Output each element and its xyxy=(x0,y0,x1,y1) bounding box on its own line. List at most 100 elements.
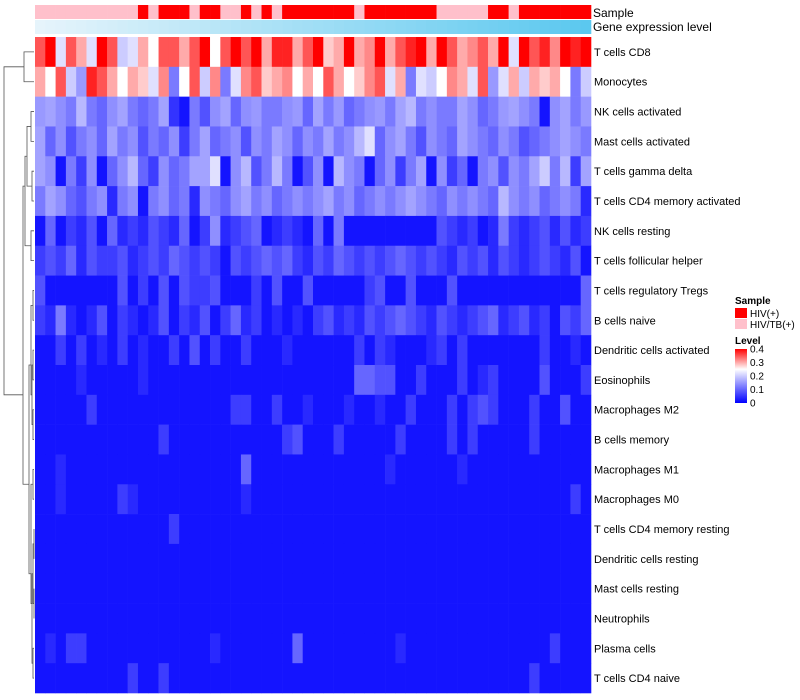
row-label: T cells gamma delta xyxy=(594,166,693,178)
heatmap-cell xyxy=(158,126,170,157)
heatmap-cell xyxy=(271,335,283,366)
heatmap-cell xyxy=(35,156,46,187)
heatmap-cell xyxy=(426,484,437,515)
heatmap-cell xyxy=(107,96,118,127)
heatmap-cell xyxy=(55,126,67,157)
heatmap-cell xyxy=(168,603,180,634)
heatmap-cell xyxy=(220,37,231,68)
heatmap-cell xyxy=(508,275,520,306)
expression-annotation-cell xyxy=(539,20,551,34)
heatmap-cell xyxy=(508,156,520,187)
expression-annotation-cell xyxy=(405,20,417,34)
heatmap-cell xyxy=(271,305,283,336)
heatmap-cell xyxy=(354,66,365,97)
heatmap-cell xyxy=(415,394,427,425)
heatmap-cell xyxy=(240,484,252,515)
sample-annotation-cell xyxy=(292,5,304,19)
heatmap-cell xyxy=(189,633,201,664)
heatmap-cell xyxy=(168,186,180,217)
expression-annotation-cell xyxy=(251,20,262,34)
heatmap-cell xyxy=(117,543,128,575)
heatmap-cell xyxy=(148,543,159,575)
heatmap-cell xyxy=(261,156,273,187)
heatmap-cell xyxy=(498,335,509,366)
heatmap-cell xyxy=(117,484,128,515)
heatmap-cell xyxy=(333,484,345,515)
heatmap-cell xyxy=(333,156,345,187)
heatmap-cell xyxy=(210,37,221,68)
heatmap-cell xyxy=(189,245,201,276)
sample-annotation-cell xyxy=(55,5,67,19)
heatmap-cell xyxy=(488,424,499,455)
expression-annotation-cell xyxy=(55,20,67,34)
heatmap-cell xyxy=(549,365,561,396)
heatmap-cell xyxy=(436,603,448,634)
sample-annotation-cell xyxy=(323,5,334,19)
heatmap-cell xyxy=(240,275,252,306)
expression-annotation-cell xyxy=(282,20,293,34)
expression-annotation-cell xyxy=(457,20,468,34)
heatmap-cell xyxy=(446,156,458,187)
sample-annotation-cell xyxy=(210,5,221,19)
heatmap-cell xyxy=(343,633,355,664)
heatmap-cell xyxy=(529,96,540,127)
heatmap-cell xyxy=(333,245,345,276)
heatmap-cell xyxy=(65,633,77,664)
heatmap-cell xyxy=(313,37,324,68)
heatmap-cell xyxy=(498,663,509,694)
row-labels: T cells CD8 Monocytes NK cells activated Ma… xyxy=(594,47,741,685)
heatmap-cell xyxy=(117,96,128,127)
heatmap-cell xyxy=(498,186,509,217)
heatmap-cell xyxy=(261,633,273,664)
heatmap-cell xyxy=(117,394,128,425)
heatmap-cell xyxy=(488,96,499,127)
heatmap-cell xyxy=(518,156,530,187)
heatmap-cell xyxy=(385,365,396,396)
heatmap-cell xyxy=(498,454,509,485)
heatmap-cell xyxy=(107,66,118,97)
heatmap-cell xyxy=(323,186,334,217)
row-label: Neutrophils xyxy=(594,613,650,625)
heatmap-cell xyxy=(199,275,211,306)
heatmap-cell xyxy=(415,603,427,634)
heatmap-cell xyxy=(148,424,159,455)
heatmap-cell xyxy=(467,215,479,247)
heatmap-cell xyxy=(107,484,118,515)
heatmap-cell xyxy=(96,543,108,575)
heatmap-cell xyxy=(189,394,201,425)
heatmap-cell xyxy=(45,514,56,545)
sample-annotation-cell xyxy=(96,5,108,19)
expression-annotation-cell xyxy=(518,20,530,34)
heatmap-cell xyxy=(477,424,489,455)
heatmap-cell xyxy=(467,633,479,664)
heatmap-cell xyxy=(271,424,283,455)
heatmap-cell xyxy=(230,633,242,664)
heatmap-cell xyxy=(323,335,334,366)
heatmap-cell xyxy=(436,245,448,276)
sample-annotation-cell xyxy=(117,5,128,19)
heatmap-cell xyxy=(529,156,540,187)
heatmap-cell xyxy=(560,603,571,634)
expression-annotation-cell xyxy=(86,20,98,34)
heatmap-cell xyxy=(446,484,458,515)
heatmap-cell xyxy=(251,573,262,604)
heatmap-cell xyxy=(333,394,345,425)
heatmap-cell xyxy=(127,335,139,366)
heatmap-cell xyxy=(498,305,509,336)
heatmap-cell xyxy=(107,156,118,187)
heatmap-cell xyxy=(45,96,56,127)
heatmap-cell xyxy=(364,126,376,157)
heatmap-cell xyxy=(282,275,293,306)
heatmap-cell xyxy=(158,663,170,694)
heatmap-cell xyxy=(271,245,283,276)
heatmap-cell xyxy=(168,37,180,68)
heatmap-cell xyxy=(199,215,211,247)
heatmap-cell xyxy=(137,633,149,664)
heatmap-cell xyxy=(137,365,149,396)
heatmap-cell xyxy=(405,186,417,217)
heatmap-cell xyxy=(415,156,427,187)
heatmap-cell xyxy=(426,603,437,634)
heatmap-cell xyxy=(570,335,582,366)
heatmap-cell xyxy=(488,305,499,336)
heatmap-cell xyxy=(45,37,56,68)
